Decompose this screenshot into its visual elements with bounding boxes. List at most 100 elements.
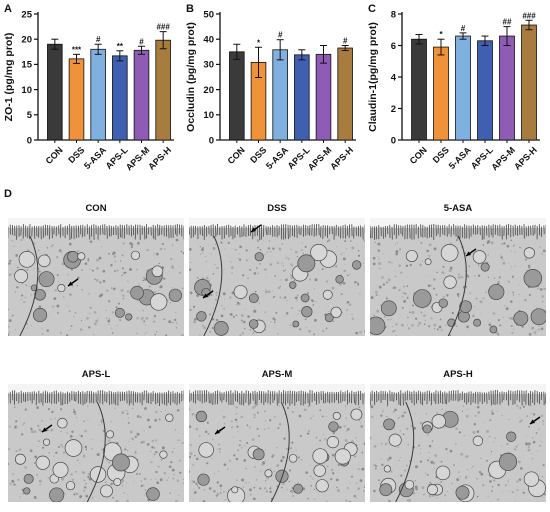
organelles (14, 413, 174, 502)
x-tick-label: APS-M (124, 145, 152, 173)
bar-con (411, 38, 427, 141)
microvilli (8, 224, 184, 240)
arrow-marker (41, 424, 53, 433)
significance-mark: ** (117, 42, 124, 51)
x-tick-label: 5-ASA (447, 145, 474, 172)
lumen-area (370, 218, 546, 228)
arrow-marker (465, 248, 477, 257)
cell-junction-line (395, 401, 415, 502)
y-axis-label: Occludin (pg/mg prot) (185, 22, 197, 132)
bar-aps-m (315, 53, 332, 141)
organelles (14, 250, 182, 323)
arrow-marker (214, 426, 226, 435)
bar-dss (68, 58, 85, 141)
arrow-marker (529, 416, 541, 425)
significance-mark: *** (72, 45, 82, 54)
em-image-con (8, 218, 184, 336)
bar-aps-l (477, 40, 493, 141)
microvilli (370, 223, 546, 240)
y-axis-label: Claudin-1(pg/mg prot) (367, 22, 379, 132)
panel-letter-d: D (4, 188, 12, 200)
cell-junction-line (270, 401, 290, 502)
y-tick-label: 10 (21, 85, 32, 96)
significance-mark: ## (503, 18, 512, 27)
significance-mark: # (139, 37, 144, 46)
y-tick-label: 25 (21, 9, 32, 20)
em-title-apsm: APS-M (261, 369, 293, 380)
x-tick-label: APS-M (489, 145, 517, 173)
x-tick-label: APS-H (512, 145, 539, 172)
em-title-con: CON (85, 203, 107, 214)
bar-aps-h (155, 39, 171, 141)
significance-mark: # (96, 35, 101, 44)
y-tick-label: 20 (21, 35, 32, 46)
cytoplasm-granules (189, 239, 365, 336)
y-tick-label: 0 (27, 135, 32, 146)
arrow-marker (67, 278, 79, 287)
lumen-area (8, 384, 184, 394)
microvilli (189, 224, 365, 240)
bar-aps-m (499, 35, 515, 141)
organelles (195, 408, 363, 502)
microvilli (189, 390, 365, 406)
y-tick-label: 6 (391, 41, 396, 52)
cell-junction-line (203, 235, 223, 336)
em-image-dss (189, 218, 365, 336)
cell-junction-line (19, 235, 39, 336)
x-tick-label: 5-ASA (82, 145, 109, 172)
organelles (379, 410, 546, 502)
lumen-area (8, 218, 184, 228)
panel-letter-a: A (4, 3, 12, 15)
y-tick-label: 0 (391, 135, 396, 146)
em-title-apsh: APS-H (443, 369, 473, 380)
em-title-apsl: APS-L (81, 369, 111, 380)
y-tick-label: 30 (203, 60, 214, 71)
x-tick-label: APS-M (306, 145, 334, 173)
bar-dss (433, 46, 449, 141)
bar-5-asa (90, 48, 106, 141)
y-tick-label: 2 (391, 104, 396, 115)
em-title-5asa: 5-ASA (443, 203, 473, 214)
cell-junction-line (447, 235, 467, 336)
bar-con (47, 43, 63, 141)
microvilli (8, 390, 184, 406)
x-tick-label: 5-ASA (264, 145, 291, 172)
y-tick-label: 4 (391, 72, 397, 83)
x-tick-label: CON (408, 145, 429, 166)
y-axis-label: ZO-1 (pg/mg prot) (3, 33, 15, 122)
significance-mark: * (257, 38, 261, 47)
panel-letter-b: B (186, 3, 194, 15)
arrow-marker (250, 224, 262, 233)
panel-letter-c: C (368, 3, 376, 15)
significance-mark: ### (156, 23, 170, 32)
y-tick-label: 15 (21, 60, 32, 71)
bar-aps-l (294, 54, 310, 141)
lumen-area (370, 384, 546, 394)
organelles (194, 243, 362, 336)
bar-5-asa (272, 49, 288, 141)
significance-mark: # (343, 37, 348, 46)
lumen-area (189, 218, 365, 228)
y-tick-label: 20 (203, 85, 214, 96)
x-tick-label: APS-H (146, 145, 173, 172)
x-tick-label: APS-H (328, 145, 355, 172)
bar-5-asa (455, 35, 471, 141)
bar-aps-l (112, 55, 128, 141)
em-image-apsl (8, 384, 184, 502)
y-tick-label: 8 (391, 9, 396, 20)
y-tick-label: 40 (203, 35, 214, 46)
y-tick-label: 0 (209, 135, 214, 146)
cell-junction-line (86, 401, 106, 502)
bar-aps-h (521, 24, 537, 141)
significance-mark: # (278, 31, 283, 40)
y-tick-label: 5 (27, 110, 33, 121)
bar-con (229, 51, 245, 141)
significance-mark: # (461, 24, 466, 33)
cytoplasm-granules (8, 238, 184, 336)
em-title-dss: DSS (267, 203, 287, 214)
bar-aps-h (337, 47, 353, 141)
